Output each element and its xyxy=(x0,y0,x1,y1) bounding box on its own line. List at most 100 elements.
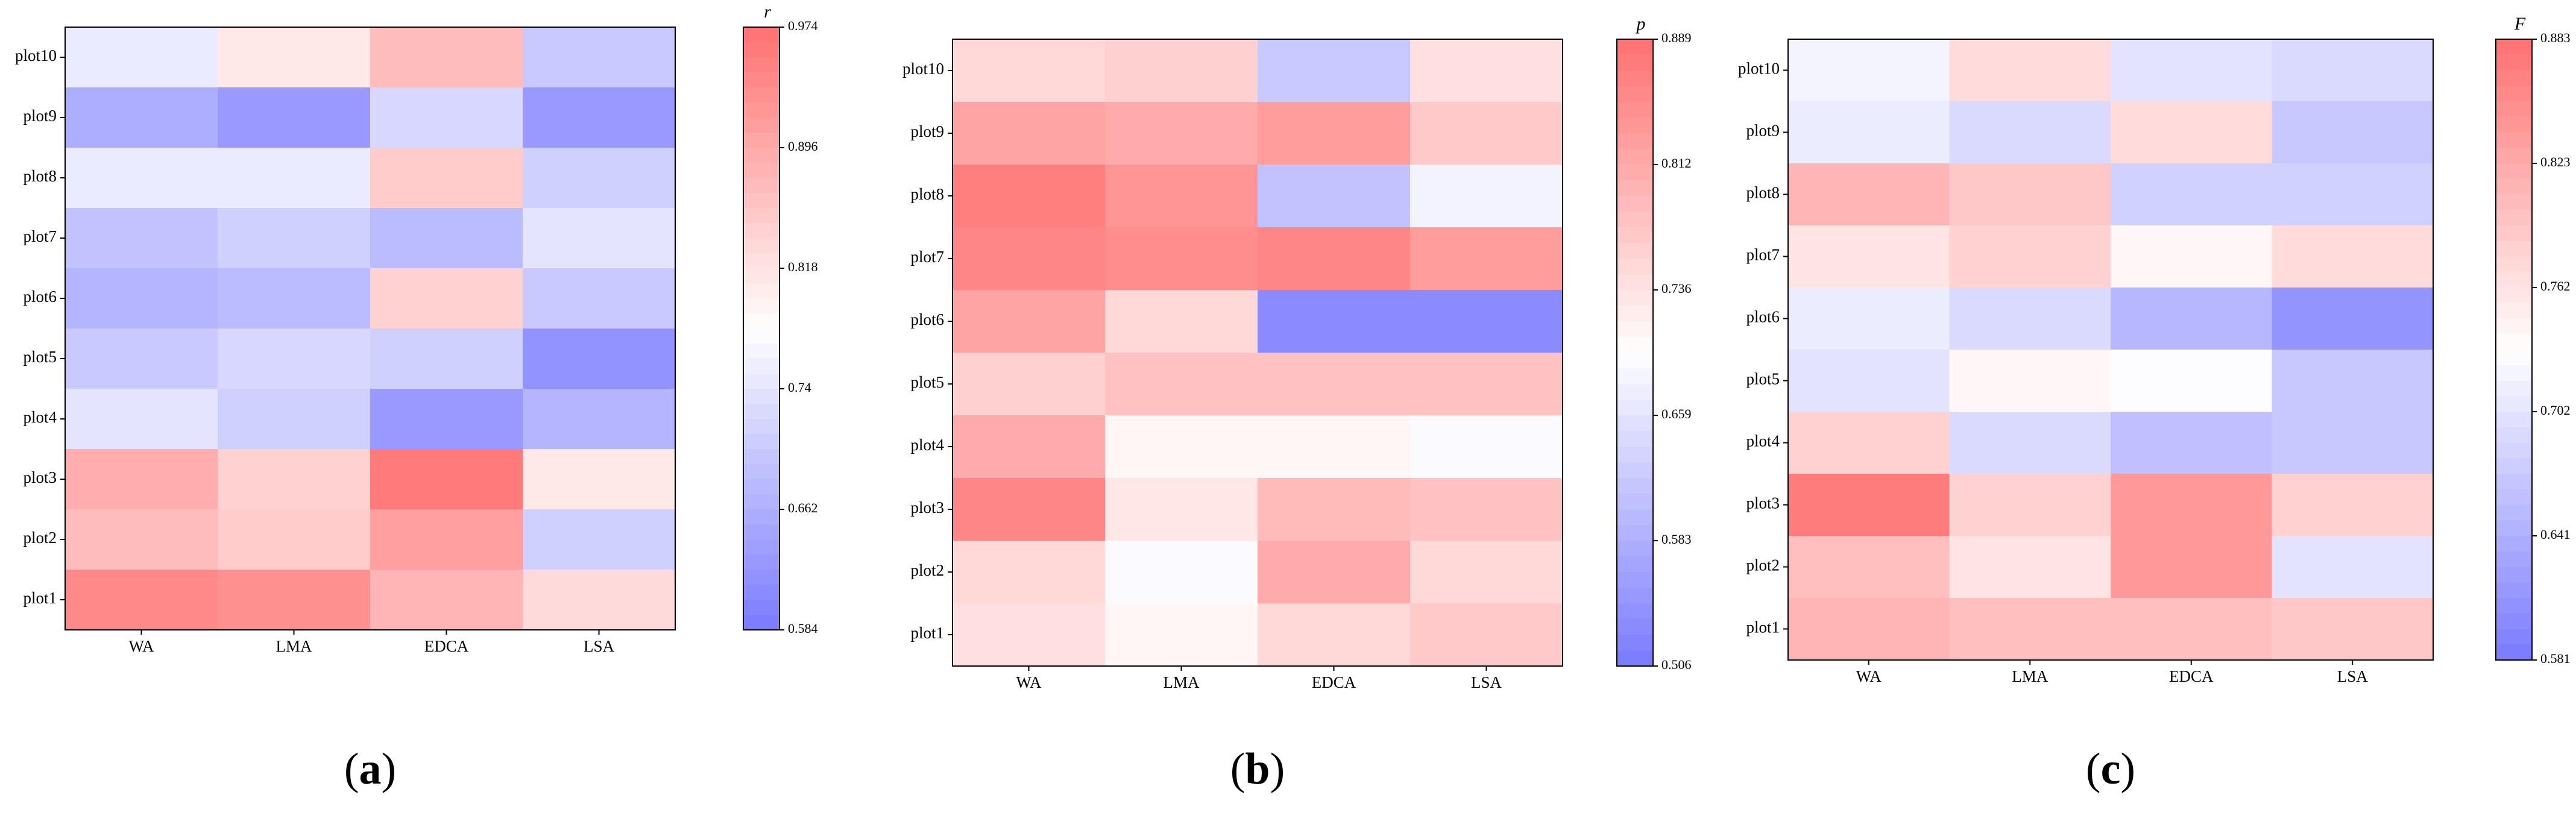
colorbar-step xyxy=(743,283,779,299)
colorbar-tick-label: 0.74 xyxy=(788,380,811,395)
heatmap-cell-plot6-LMA xyxy=(1949,288,2111,350)
heatmap-cell-plot4-LSA xyxy=(523,389,676,450)
heatmap-cell-plot6-EDCA xyxy=(2111,288,2273,350)
colorbar-step xyxy=(743,404,779,420)
colorbar-step xyxy=(2496,318,2532,335)
colorbar-step xyxy=(2496,442,2532,459)
colorbar-step xyxy=(743,42,779,58)
colorbar-step xyxy=(2496,582,2532,599)
colorbar-step xyxy=(2496,520,2532,536)
colorbar-tick-label: 0.883 xyxy=(2540,30,2571,45)
colorbar-step xyxy=(2496,567,2532,583)
y-tick-label: plot4 xyxy=(910,436,944,454)
heatmap-cell-plot7-LSA xyxy=(2272,225,2434,288)
colorbar-step xyxy=(1617,259,1653,275)
heatmap-cell-plot3-LMA xyxy=(218,449,371,510)
colorbar-step xyxy=(743,193,779,209)
colorbar-step xyxy=(2496,334,2532,350)
heatmap-cell-plot2-WA xyxy=(1788,536,1950,599)
y-tick-label: plot6 xyxy=(1746,308,1780,326)
y-tick-label: plot3 xyxy=(910,498,944,517)
colorbar-step xyxy=(1617,635,1653,651)
heatmap-cell-plot8-EDCA xyxy=(370,148,523,209)
panel-caption: (c) xyxy=(2086,744,2135,794)
heatmap-cell-plot3-LSA xyxy=(1410,478,1563,541)
colorbar-step xyxy=(743,434,779,450)
heatmap-cell-plot7-WA xyxy=(65,208,218,269)
heatmap-cell-plot1-EDCA xyxy=(1258,603,1411,667)
colorbar-step xyxy=(1617,55,1653,71)
x-tick-label: LSA xyxy=(1471,673,1502,691)
heatmap-cell-plot1-LSA xyxy=(1410,603,1563,667)
colorbar-tick-label: 0.736 xyxy=(1661,281,1692,296)
y-tick-label: plot2 xyxy=(1746,556,1780,574)
heatmap-cell-plot6-LSA xyxy=(1410,290,1563,353)
colorbar-step xyxy=(743,133,779,148)
heatmap-cell-plot2-LMA xyxy=(1105,541,1258,604)
heatmap-cell-plot8-WA xyxy=(65,148,218,209)
heatmap-cell-plot3-WA xyxy=(65,449,218,510)
heatmap-cell-plot10-LSA xyxy=(523,27,676,88)
colorbar-step xyxy=(1617,494,1653,510)
colorbar-step xyxy=(2496,396,2532,412)
heatmap-cell-plot2-EDCA xyxy=(1258,541,1411,604)
heatmap-cell-plot3-LSA xyxy=(2272,474,2434,536)
colorbar-tick-label: 0.974 xyxy=(788,18,818,33)
heatmap-cell-plot5-EDCA xyxy=(1258,353,1411,416)
colorbar-step xyxy=(1617,431,1653,447)
colorbar-step xyxy=(1617,400,1653,416)
colorbar-step xyxy=(2496,148,2532,164)
x-tick-label: WA xyxy=(1856,667,1882,685)
colorbar-title: p xyxy=(1636,14,1646,34)
heatmap-cell-plot10-LMA xyxy=(1949,39,2111,102)
heatmap-cell-plot9-WA xyxy=(65,87,218,148)
colorbar-step xyxy=(743,449,779,465)
y-tick-label: plot4 xyxy=(23,408,57,426)
colorbar-step xyxy=(743,585,779,600)
y-tick-label: plot7 xyxy=(910,248,944,266)
heatmap-cell-plot9-LMA xyxy=(218,87,371,148)
heatmap-cell-plot5-LSA xyxy=(523,328,676,389)
colorbar-tick-label: 0.584 xyxy=(788,621,818,636)
heatmap-cell-plot9-WA xyxy=(953,102,1106,165)
colorbar-step xyxy=(2496,505,2532,521)
heatmap-cell-plot10-WA xyxy=(65,27,218,88)
heatmap-cell-plot10-EDCA xyxy=(2111,39,2273,102)
colorbar-step xyxy=(743,555,779,570)
heatmap-cell-plot5-LMA xyxy=(218,328,371,389)
colorbar-step xyxy=(743,359,779,374)
panel-letter: c xyxy=(2101,744,2121,794)
colorbar-step xyxy=(1617,149,1653,165)
colorbar-step xyxy=(2496,101,2532,118)
heatmap-cell-plot1-WA xyxy=(953,603,1106,667)
x-tick-label: LMA xyxy=(276,637,313,655)
colorbar-step xyxy=(743,494,779,510)
colorbar-tick-label: 0.506 xyxy=(1661,657,1692,672)
colorbar-step xyxy=(2496,536,2532,552)
colorbar-tick-label: 0.889 xyxy=(1661,30,1692,45)
heatmap-panel-c: plot10 plot9 plot8 plot7 plot6 plot5 plot4 plot… xyxy=(1738,14,2571,794)
heatmap-cell-plot1-WA xyxy=(65,570,218,630)
colorbar-frame xyxy=(743,27,780,630)
colorbar-step xyxy=(1617,525,1653,541)
colorbar-step xyxy=(1617,368,1653,385)
x-tick-label: LMA xyxy=(2012,667,2049,685)
y-tick-label: plot5 xyxy=(910,373,944,391)
colorbar-tick-label: 0.812 xyxy=(1661,156,1692,171)
colorbar-step xyxy=(2496,489,2532,506)
heatmap-cell-plot10-WA xyxy=(953,39,1106,102)
heatmap-cell-plot7-LMA xyxy=(218,208,371,269)
heatmap-cell-plot8-WA xyxy=(953,165,1106,228)
heatmap-cell-plot9-WA xyxy=(1788,101,1950,164)
y-tick-label: plot3 xyxy=(1746,494,1780,512)
heatmap-cell-plot9-EDCA xyxy=(1258,102,1411,165)
colorbar-step xyxy=(1617,588,1653,604)
colorbar-step xyxy=(2496,412,2532,428)
colorbar-step xyxy=(1617,541,1653,557)
heatmap-cell-plot10-WA xyxy=(1788,39,1950,102)
y-tick-label: plot9 xyxy=(910,122,944,140)
heatmap-cell-plot4-EDCA xyxy=(2111,412,2273,474)
y-tick-label: plot10 xyxy=(902,60,944,78)
heatmap-cell-plot6-EDCA xyxy=(1258,290,1411,353)
y-tick-label: plot5 xyxy=(1746,370,1780,388)
